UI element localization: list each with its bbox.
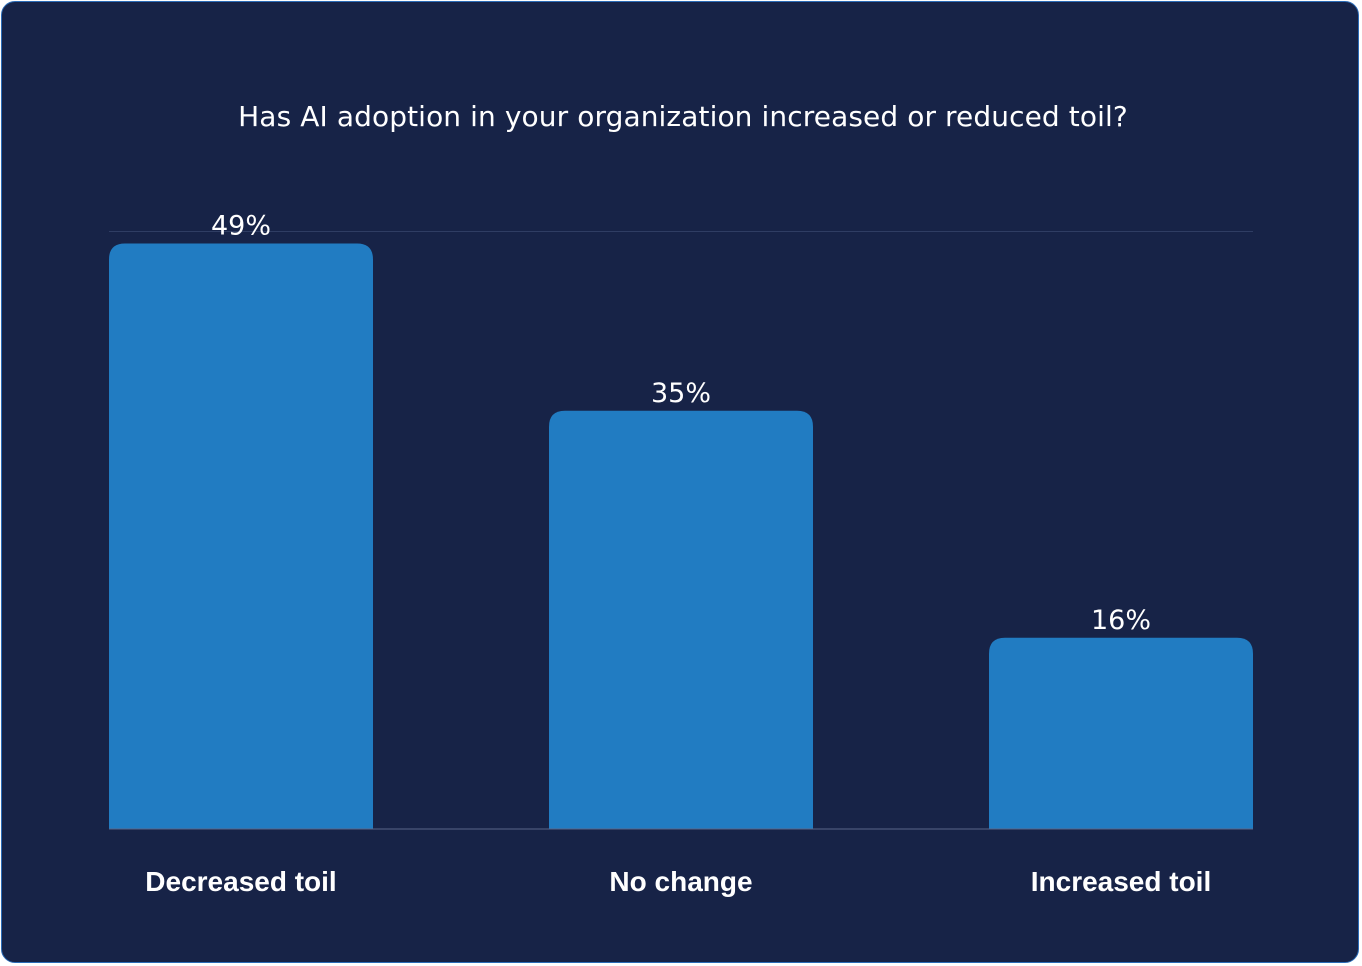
category-label: No change (609, 866, 752, 897)
data-label: 35% (651, 378, 711, 409)
bar-increased-toil (989, 637, 1253, 829)
bar-decreased-toil (109, 243, 373, 829)
data-label: 49% (211, 210, 271, 241)
chart-title: Has AI adoption in your organization inc… (238, 100, 1128, 133)
category-label: Increased toil (1031, 866, 1212, 897)
bar-no-change (549, 410, 813, 829)
category-label: Decreased toil (145, 866, 336, 897)
labels-group: 49% Decreased toil 35% No change 16% Increase… (145, 210, 1211, 897)
data-label: 16% (1091, 605, 1151, 636)
bars-group (109, 243, 1253, 829)
